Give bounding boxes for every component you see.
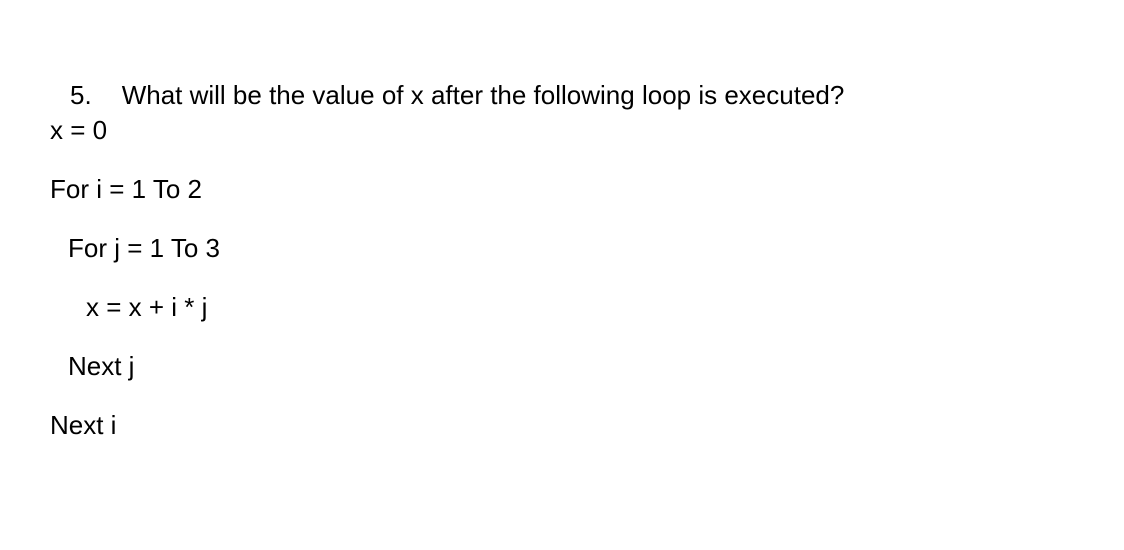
code-line-0: x = 0 bbox=[50, 115, 1074, 146]
code-line-2: For j = 1 To 3 bbox=[68, 233, 1074, 264]
code-line-1: For i = 1 To 2 bbox=[50, 174, 1074, 205]
code-line-3: x = x + i * j bbox=[86, 292, 1074, 323]
question-line: 5. What will be the value of x after the … bbox=[50, 80, 1074, 111]
question-number: 5. bbox=[70, 80, 92, 111]
question-text: What will be the value of x after the fo… bbox=[122, 80, 845, 110]
code-line-5: Next i bbox=[50, 410, 1074, 441]
code-line-4: Next j bbox=[68, 351, 1074, 382]
